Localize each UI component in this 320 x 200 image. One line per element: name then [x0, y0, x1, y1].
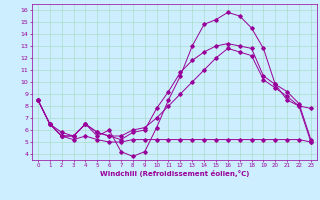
X-axis label: Windchill (Refroidissement éolien,°C): Windchill (Refroidissement éolien,°C) — [100, 170, 249, 177]
